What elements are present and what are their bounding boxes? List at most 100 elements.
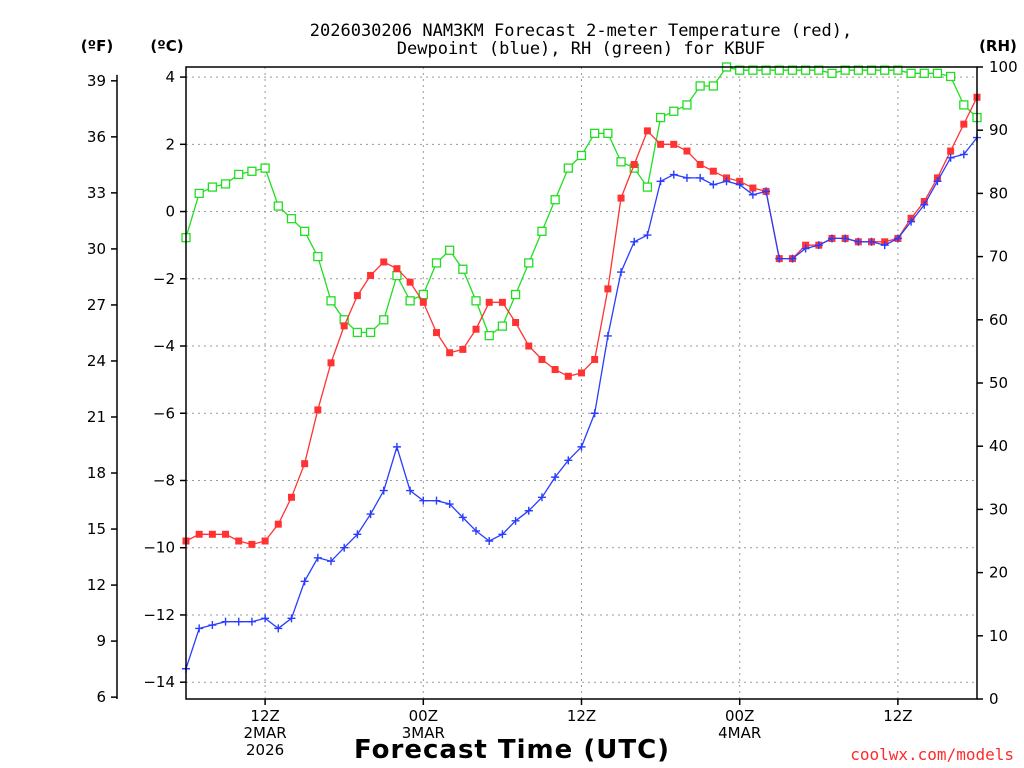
data-point bbox=[656, 177, 665, 186]
data-point bbox=[379, 315, 389, 325]
data-point bbox=[669, 106, 679, 116]
data-point bbox=[498, 298, 506, 306]
data-point bbox=[392, 270, 402, 281]
fahrenheit-tick-label: 18 bbox=[87, 464, 106, 482]
data-point bbox=[867, 237, 876, 246]
data-point bbox=[524, 258, 534, 268]
celsius-tick-label: −10 bbox=[143, 539, 175, 557]
data-point bbox=[590, 409, 599, 418]
data-point bbox=[525, 342, 533, 350]
fahrenheit-unit-label: (ºF) bbox=[81, 37, 113, 55]
time-tick-label: 4MAR bbox=[718, 724, 761, 742]
data-point bbox=[696, 173, 705, 182]
data-point bbox=[431, 258, 442, 268]
data-point bbox=[207, 182, 218, 192]
celsius-tick-label: 0 bbox=[165, 203, 175, 221]
data-point bbox=[195, 530, 203, 538]
data-point bbox=[445, 245, 455, 255]
data-point bbox=[314, 406, 322, 414]
data-point bbox=[919, 68, 929, 78]
celsius-axis: −14 −12 −10 −8 −6 −4 −2 0 2 4 bbox=[143, 68, 186, 691]
data-point bbox=[762, 187, 771, 196]
data-point bbox=[604, 285, 612, 293]
data-point bbox=[657, 140, 665, 148]
data-point bbox=[749, 184, 757, 192]
data-point bbox=[708, 81, 718, 91]
chart-title: 2026030206 NAM3KM Forecast 2-meter Tempe… bbox=[310, 21, 852, 41]
data-point bbox=[801, 244, 810, 253]
data-point bbox=[299, 226, 310, 236]
fahrenheit-axis: 6 9 12 15 18 21 24 27 30 33 36 39 bbox=[87, 72, 118, 706]
data-point bbox=[220, 179, 231, 189]
time-tick-label: 2026 bbox=[246, 741, 284, 759]
data-point bbox=[787, 65, 798, 75]
data-point bbox=[893, 234, 902, 243]
time-tick-label: 00Z bbox=[409, 707, 438, 725]
data-point bbox=[735, 65, 745, 75]
data-point bbox=[603, 128, 613, 139]
data-point bbox=[630, 237, 639, 246]
data-point bbox=[432, 329, 440, 337]
data-point bbox=[287, 614, 296, 623]
data-point bbox=[432, 496, 441, 505]
data-point bbox=[617, 268, 626, 277]
data-point bbox=[352, 327, 363, 338]
data-point bbox=[393, 265, 401, 273]
data-point bbox=[591, 355, 599, 363]
fahrenheit-tick-label: 33 bbox=[87, 184, 106, 202]
data-point bbox=[695, 81, 705, 91]
data-point bbox=[827, 234, 836, 243]
data-point bbox=[472, 325, 480, 333]
data-point bbox=[234, 169, 244, 180]
data-point bbox=[854, 237, 863, 246]
data-point bbox=[709, 180, 718, 189]
data-point bbox=[326, 296, 336, 306]
gridlines bbox=[186, 67, 977, 699]
data-point bbox=[827, 68, 837, 78]
data-point bbox=[748, 65, 758, 75]
data-point bbox=[643, 231, 652, 240]
data-point bbox=[630, 160, 638, 168]
rh-tick-label: 90 bbox=[989, 121, 1008, 139]
data-point bbox=[301, 460, 309, 468]
fahrenheit-tick-label: 30 bbox=[87, 240, 106, 258]
data-point bbox=[853, 65, 863, 75]
data-point bbox=[551, 366, 559, 374]
data-point bbox=[578, 369, 585, 377]
rh-tick-label: 10 bbox=[989, 627, 1008, 645]
credit-text: coolwx.com/models bbox=[850, 745, 1014, 764]
celsius-tick-label: 4 bbox=[165, 68, 175, 86]
time-tick-label: 12Z bbox=[567, 707, 596, 725]
data-point bbox=[775, 254, 784, 263]
data-point bbox=[419, 496, 428, 505]
data-point bbox=[696, 160, 704, 168]
celsius-unit-label: (ºC) bbox=[150, 37, 183, 55]
fahrenheit-tick-label: 15 bbox=[87, 520, 106, 538]
data-point bbox=[366, 510, 375, 519]
data-point bbox=[235, 537, 243, 545]
data-point bbox=[247, 166, 257, 176]
data-point bbox=[485, 537, 494, 545]
data-point bbox=[683, 147, 691, 155]
data-point bbox=[406, 486, 415, 495]
data-point bbox=[906, 68, 916, 78]
data-point bbox=[497, 321, 508, 331]
data-point bbox=[261, 537, 269, 545]
data-point bbox=[866, 65, 877, 75]
data-point bbox=[959, 150, 968, 159]
data-point bbox=[709, 167, 717, 175]
data-point bbox=[643, 127, 651, 135]
rh-tick-label: 40 bbox=[989, 437, 1008, 455]
data-point bbox=[840, 65, 850, 75]
data-point bbox=[537, 493, 546, 502]
fahrenheit-tick-label: 9 bbox=[96, 632, 106, 650]
data-point bbox=[550, 195, 560, 205]
data-point bbox=[682, 173, 691, 182]
data-point bbox=[722, 177, 731, 186]
data-point bbox=[524, 506, 533, 515]
data-point bbox=[353, 530, 362, 539]
data-point bbox=[655, 112, 666, 123]
fahrenheit-tick-label: 27 bbox=[87, 296, 106, 314]
fahrenheit-tick-label: 39 bbox=[87, 72, 106, 90]
